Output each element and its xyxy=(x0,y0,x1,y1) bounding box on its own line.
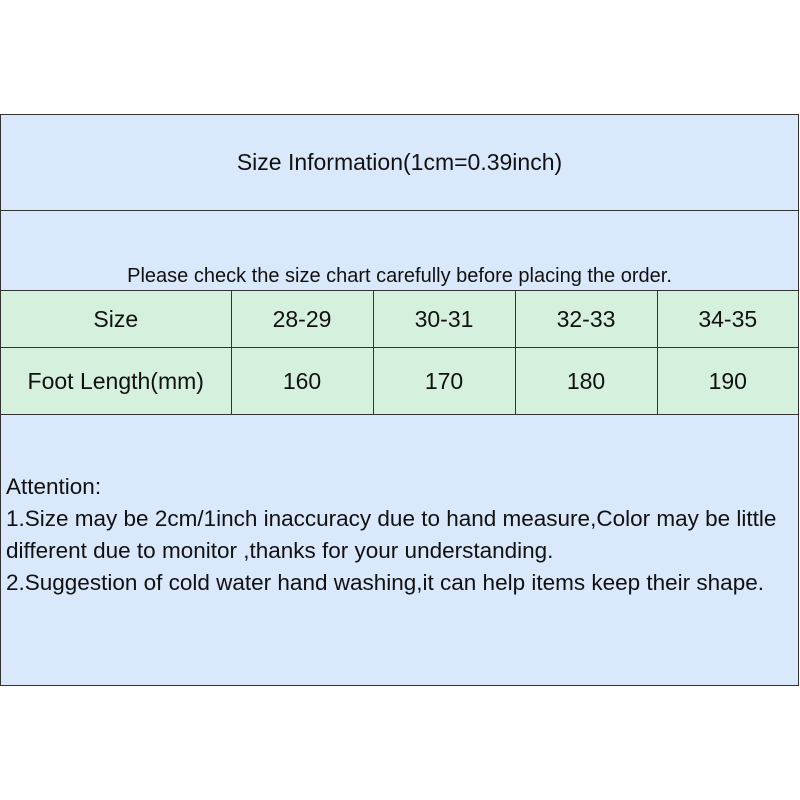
notice-text: Please check the size chart carefully be… xyxy=(127,265,672,287)
table-cell: 190 xyxy=(656,347,798,415)
page-title: Size Information(1cm=0.39inch) xyxy=(1,115,798,211)
table-cell: 180 xyxy=(514,347,658,415)
size-info-panel: Size Information(1cm=0.39inch) Please ch… xyxy=(0,114,799,686)
attention-item: 1.Size may be 2cm/1inch inaccuracy due t… xyxy=(6,506,777,563)
attention-section: Attention: 1.Size may be 2cm/1inch inacc… xyxy=(6,471,796,599)
table-row-foot-length: Foot Length(mm) 160 170 180 190 xyxy=(1,347,798,415)
table-cell: Size xyxy=(1,290,232,348)
table-cell: 170 xyxy=(372,347,516,415)
table-cell: 32-33 xyxy=(514,290,658,348)
attention-item: 2.Suggestion of cold water hand washing,… xyxy=(6,570,764,595)
table-row-size: Size 28-29 30-31 32-33 34-35 xyxy=(1,290,798,348)
table-cell: 160 xyxy=(230,347,374,415)
table-cell: 30-31 xyxy=(372,290,516,348)
table-cell: Foot Length(mm) xyxy=(1,347,232,415)
size-table: Size 28-29 30-31 32-33 34-35 Foot Length… xyxy=(1,290,798,415)
table-cell: 34-35 xyxy=(656,290,798,348)
table-cell: 28-29 xyxy=(230,290,374,348)
attention-heading: Attention: xyxy=(6,474,102,499)
